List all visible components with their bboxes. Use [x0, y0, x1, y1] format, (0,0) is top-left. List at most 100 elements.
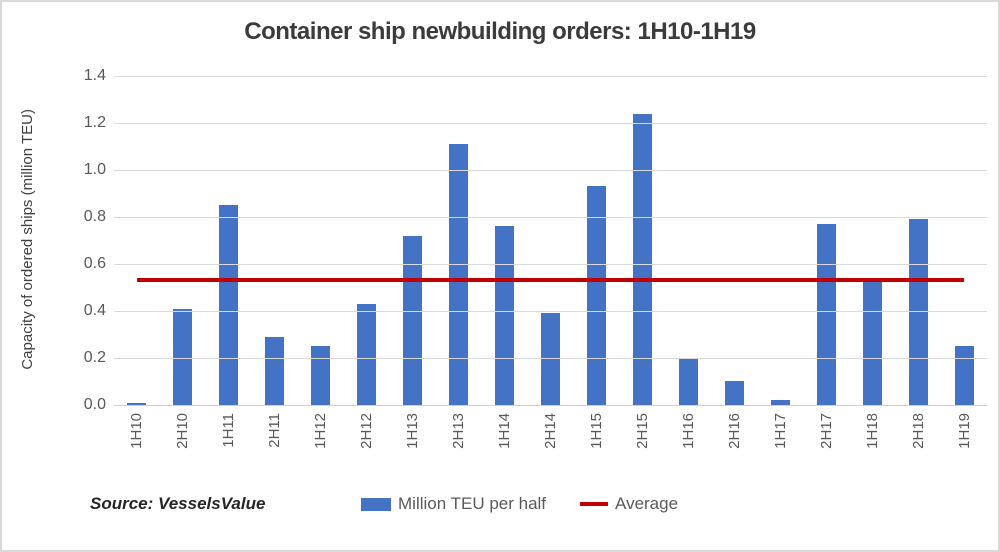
- legend-color-swatch: [361, 497, 391, 511]
- gridline: [114, 123, 987, 124]
- y-tick-label: 0.2: [83, 349, 106, 366]
- y-axis-title: Capacity of ordered ships (million TEU): [14, 74, 40, 405]
- x-tick-label-text: 1H15: [588, 413, 605, 449]
- x-tick-label-1H13: 1H13: [390, 413, 436, 475]
- bar-slot-1H17: [757, 76, 803, 405]
- x-tick-label-2H15: 2H15: [619, 413, 665, 475]
- y-tick-label: 1.2: [83, 114, 106, 131]
- x-tick-label-2H11: 2H11: [252, 413, 298, 475]
- y-tick-label: 0.6: [83, 255, 106, 272]
- x-tick-label-text: 1H10: [128, 413, 146, 449]
- x-tick-label-1H18: 1H18: [849, 413, 895, 475]
- x-tick-label-2H13: 2H13: [436, 413, 482, 475]
- bar-slot-1H18: [849, 76, 895, 405]
- bar-slot-1H15: [574, 76, 620, 405]
- y-tick-label: 0.4: [83, 302, 106, 319]
- chart-title: Container ship newbuilding orders: 1H10-…: [244, 18, 756, 45]
- legend: Million TEU per half Average: [361, 494, 678, 514]
- y-tick-label: 1.4: [83, 67, 106, 84]
- x-tick-label-1H17: 1H17: [757, 413, 803, 475]
- x-tick-label-text: 1H16: [679, 413, 697, 449]
- x-tick-label-text: 2H18: [909, 413, 927, 449]
- bar-slot-2H17: [803, 76, 849, 405]
- x-tick-label-text: 2H13: [450, 413, 468, 449]
- bar-slot-1H16: [665, 76, 711, 405]
- legend-item-average: Average: [580, 494, 678, 514]
- x-tick-label-1H11: 1H11: [206, 413, 252, 475]
- source-note: Source: VesselsValue: [90, 494, 266, 513]
- bar-slot-2H10: [160, 76, 206, 405]
- x-tick-label-text: 1H14: [496, 413, 514, 449]
- bar-slot-1H11: [206, 76, 252, 405]
- gridline: [114, 76, 987, 77]
- bar-2H12: [357, 304, 377, 405]
- x-tick-label-2H18: 2H18: [895, 413, 941, 475]
- y-tick-label: 1.0: [83, 161, 106, 178]
- bar-2H15: [632, 114, 652, 405]
- bar-slot-2H14: [528, 76, 574, 405]
- average-line: [137, 278, 964, 282]
- x-tick-label-text: 1H12: [312, 413, 330, 449]
- bar-1H15: [587, 186, 606, 405]
- x-tick-label-text: 1H17: [771, 413, 789, 449]
- x-tick-label-text: 1H19: [955, 413, 973, 449]
- y-axis-tick-labels: 1.4 1.2 1.0 0.8 0.6 0.4 0.2 0.0: [62, 67, 106, 413]
- x-tick-label-2H16: 2H16: [711, 413, 757, 475]
- x-tick-label-1H19: 1H19: [941, 413, 987, 475]
- bar-2H13: [449, 144, 469, 405]
- x-tick-label-text: 2H16: [725, 413, 743, 449]
- bar-1H17: [770, 400, 790, 405]
- x-tick-label-1H15: 1H15: [574, 413, 620, 475]
- x-tick-label-2H14: 2H14: [528, 413, 574, 475]
- bar-2H10: [173, 309, 193, 405]
- gridline: [114, 405, 987, 406]
- bar-slot-2H11: [252, 76, 298, 405]
- y-tick-label: 0.0: [83, 396, 106, 413]
- bar-series: [114, 76, 987, 405]
- bar-slot-2H12: [344, 76, 390, 405]
- gridline: [114, 264, 987, 265]
- x-tick-label-text: 2H12: [358, 413, 376, 449]
- bar-slot-1H13: [390, 76, 436, 405]
- legend-line-swatch: [580, 502, 609, 506]
- bar-2H14: [541, 313, 561, 405]
- bar-slot-1H12: [298, 76, 344, 405]
- bar-slot-2H15: [619, 76, 665, 405]
- bar-1H18: [862, 278, 882, 405]
- bar-slot-2H13: [436, 76, 482, 405]
- x-tick-label-1H14: 1H14: [482, 413, 528, 475]
- x-tick-label-text: 1H11: [220, 413, 238, 448]
- bar-2H17: [816, 224, 836, 405]
- x-tick-label-1H16: 1H16: [665, 413, 711, 475]
- bar-1H14: [495, 226, 515, 405]
- x-tick-label-text: 2H14: [542, 413, 560, 449]
- bar-2H18: [908, 219, 928, 405]
- x-tick-label-2H17: 2H17: [803, 413, 849, 475]
- gridline: [114, 170, 987, 171]
- bar-2H11: [265, 337, 285, 405]
- bar-slot-1H19: [941, 76, 987, 405]
- bar-slot-1H14: [482, 76, 528, 405]
- x-tick-label-1H12: 1H12: [298, 413, 344, 475]
- gridline: [114, 311, 987, 312]
- x-tick-label-1H10: 1H10: [114, 413, 160, 475]
- bar-1H16: [678, 358, 698, 405]
- bar-slot-1H10: [114, 76, 160, 405]
- x-tick-label-2H12: 2H12: [344, 413, 390, 475]
- bar-1H19: [954, 346, 974, 405]
- bar-2H16: [724, 381, 744, 405]
- gridline: [114, 358, 987, 359]
- x-axis-tick-labels: 1H10 2H10 1H11 2H11 1H12 2H12 1H13 2H13 1H14 2H14…: [114, 413, 987, 475]
- legend-item-million-teu-per-half: Million TEU per half: [361, 494, 546, 514]
- bar-1H11: [219, 205, 239, 405]
- bar-1H13: [403, 236, 423, 405]
- bar-1H12: [311, 346, 331, 405]
- x-tick-label-text: 2H10: [174, 413, 192, 449]
- bar-slot-2H16: [711, 76, 757, 405]
- y-tick-label: 0.8: [83, 208, 106, 225]
- legend-label: Average: [615, 494, 679, 513]
- x-tick-label-text: 2H11: [266, 413, 284, 448]
- x-tick-label-text: 2H17: [817, 413, 835, 449]
- y-axis-title-text: Capacity of ordered ships (million TEU): [18, 109, 36, 370]
